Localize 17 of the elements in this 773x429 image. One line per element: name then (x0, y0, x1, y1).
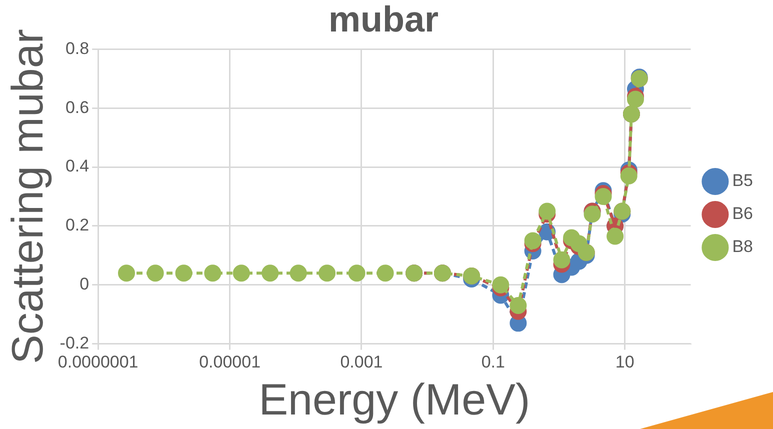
x-tick-label: 0.1 (481, 352, 505, 372)
x-tick-label: 0.00001 (199, 352, 261, 372)
y-tick-label: 0.6 (65, 98, 90, 117)
legend-label: B8 (732, 237, 754, 256)
y-axis-title: Scattering mubar (4, 28, 53, 364)
legend-label: B6 (732, 204, 754, 224)
y-tick-label: 0 (80, 274, 90, 294)
chart-title: mubar (328, 0, 439, 40)
legend-label: B5 (732, 171, 754, 190)
x-tick-label: 10 (615, 352, 634, 372)
y-tick-label: 0.2 (65, 216, 90, 235)
x-axis-title: Energy (MeV) (258, 376, 530, 425)
x-tick-label: 0.0000001 (58, 352, 138, 372)
y-tick-label: 0.4 (65, 156, 90, 176)
y-tick-label: -0.2 (60, 333, 90, 352)
y-tick-label: 0.8 (65, 38, 90, 58)
x-tick-label: 0.001 (340, 352, 383, 372)
